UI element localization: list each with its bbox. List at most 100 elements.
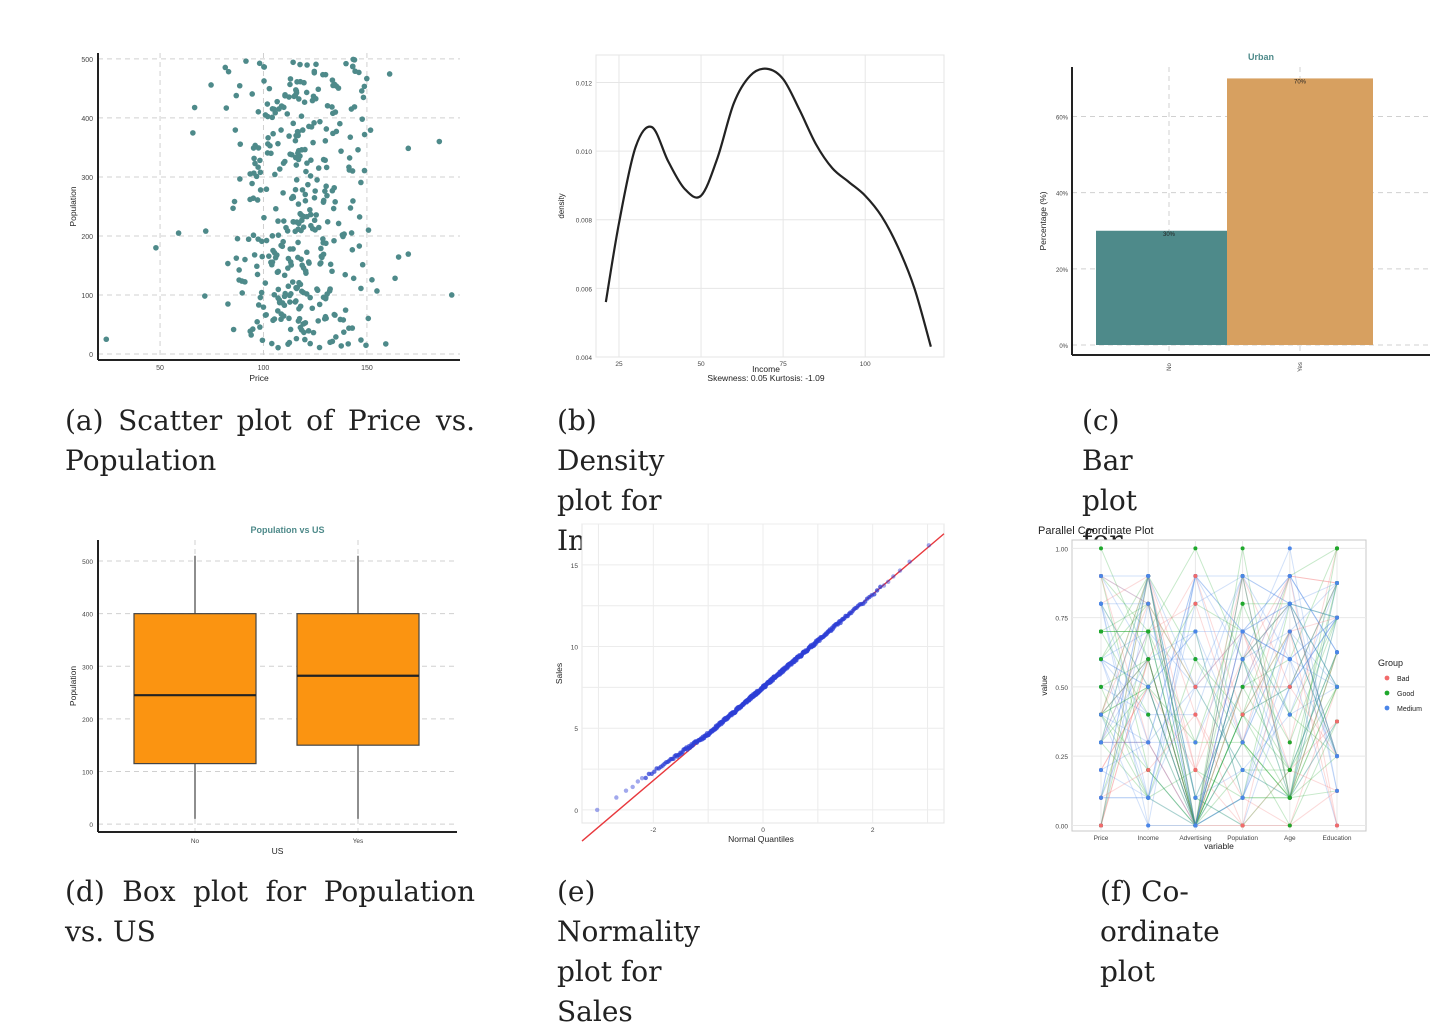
y-axis-title: Population bbox=[68, 666, 78, 706]
y-tick-label: 0% bbox=[1059, 344, 1068, 350]
x-tick-label: 0 bbox=[761, 827, 765, 834]
data-point bbox=[222, 64, 229, 71]
data-point bbox=[332, 109, 339, 115]
data-point bbox=[907, 559, 912, 564]
data-point bbox=[363, 75, 370, 82]
series-line-medium bbox=[1100, 575, 1338, 716]
x-tick-label: 100 bbox=[860, 361, 871, 368]
series-line-bad bbox=[1100, 602, 1338, 827]
point-good bbox=[1240, 546, 1245, 551]
data-point bbox=[266, 253, 272, 259]
data-point bbox=[313, 212, 320, 218]
data-point bbox=[297, 78, 304, 85]
data-point bbox=[361, 167, 368, 174]
data-point bbox=[322, 71, 329, 78]
data-point bbox=[299, 127, 306, 133]
data-point bbox=[256, 60, 263, 67]
point-bad bbox=[1193, 712, 1198, 717]
box-no bbox=[133, 613, 257, 765]
point-good bbox=[1287, 740, 1292, 745]
y-tick-label: 200 bbox=[81, 234, 93, 241]
data-point bbox=[311, 194, 318, 201]
data-point bbox=[249, 326, 256, 332]
caption-a: (a) Scatter plot of Price vs. Population bbox=[65, 404, 475, 477]
data-point bbox=[263, 311, 269, 318]
data-point bbox=[343, 60, 349, 67]
data-point bbox=[265, 135, 271, 141]
data-point bbox=[253, 173, 260, 180]
data-point bbox=[257, 187, 264, 193]
data-point bbox=[329, 268, 335, 275]
y-tick-label: 60% bbox=[1056, 116, 1069, 122]
y-tick-label: 0.010 bbox=[576, 149, 593, 156]
series-line-bad bbox=[1100, 574, 1338, 716]
point-medium bbox=[1240, 768, 1245, 773]
data-point bbox=[290, 193, 296, 200]
data-point bbox=[275, 140, 281, 147]
data-point bbox=[278, 316, 284, 323]
data-point bbox=[330, 82, 336, 89]
data-point bbox=[225, 68, 232, 75]
data-point bbox=[281, 302, 288, 309]
y-tick-label: 10 bbox=[571, 645, 579, 652]
y-tick-label: 100 bbox=[81, 293, 93, 300]
point-bad bbox=[1193, 574, 1198, 579]
data-point bbox=[355, 146, 361, 153]
data-point bbox=[302, 146, 308, 153]
point-medium bbox=[1146, 823, 1151, 828]
data-point bbox=[337, 120, 343, 127]
data-point bbox=[316, 224, 322, 231]
data-point bbox=[293, 132, 299, 139]
data-point bbox=[315, 165, 322, 171]
data-point bbox=[358, 88, 365, 94]
x-tick-label: 75 bbox=[780, 361, 788, 368]
y-tick-label: 0 bbox=[89, 352, 93, 359]
data-point bbox=[330, 130, 336, 137]
series-line-medium bbox=[1100, 575, 1338, 826]
data-point bbox=[331, 237, 337, 244]
data-point bbox=[349, 63, 356, 70]
data-point bbox=[338, 148, 344, 154]
point-good bbox=[1099, 684, 1103, 689]
point-medium bbox=[1335, 615, 1339, 620]
chart-subtitle: Skewness: 0.05 Kurtosis: -1.09 bbox=[707, 373, 824, 383]
series-line-medium bbox=[1101, 574, 1338, 744]
x-axis-title: Normal Quantiles bbox=[728, 834, 794, 844]
data-point bbox=[243, 58, 249, 64]
data-point bbox=[236, 82, 243, 89]
x-tick-label: 100 bbox=[258, 365, 270, 372]
y-tick-label: 100 bbox=[82, 769, 93, 776]
data-point bbox=[348, 230, 355, 236]
point-bad bbox=[1335, 823, 1339, 828]
data-point bbox=[311, 69, 318, 76]
data-point bbox=[318, 253, 325, 260]
data-point bbox=[249, 91, 256, 97]
data-point bbox=[239, 290, 246, 296]
x-axis-title: Income bbox=[752, 364, 780, 374]
data-point bbox=[351, 57, 358, 63]
data-point bbox=[259, 337, 266, 344]
data-point bbox=[405, 251, 412, 257]
data-point bbox=[335, 85, 342, 91]
data-point bbox=[312, 95, 319, 102]
data-point bbox=[891, 574, 896, 579]
data-point bbox=[230, 205, 236, 212]
point-medium bbox=[1193, 740, 1198, 745]
data-point bbox=[307, 294, 313, 301]
data-point bbox=[358, 285, 364, 292]
plot-area bbox=[595, 54, 945, 358]
y-tick-label: 0.00 bbox=[1055, 823, 1068, 830]
data-point bbox=[323, 315, 329, 322]
outlier-point bbox=[436, 138, 443, 145]
data-point bbox=[293, 162, 300, 168]
data-point bbox=[302, 336, 308, 343]
series-line-bad bbox=[1101, 686, 1338, 827]
series-line-medium bbox=[1100, 546, 1338, 791]
box-population-us-chart: Population vs US 0 100 200 300 400 500 No Yes US P… bbox=[68, 525, 457, 856]
data-point bbox=[341, 231, 347, 237]
data-point bbox=[304, 249, 310, 256]
data-point bbox=[614, 795, 619, 800]
data-point bbox=[348, 106, 355, 112]
data-point bbox=[290, 218, 296, 225]
point-medium bbox=[1146, 740, 1151, 745]
